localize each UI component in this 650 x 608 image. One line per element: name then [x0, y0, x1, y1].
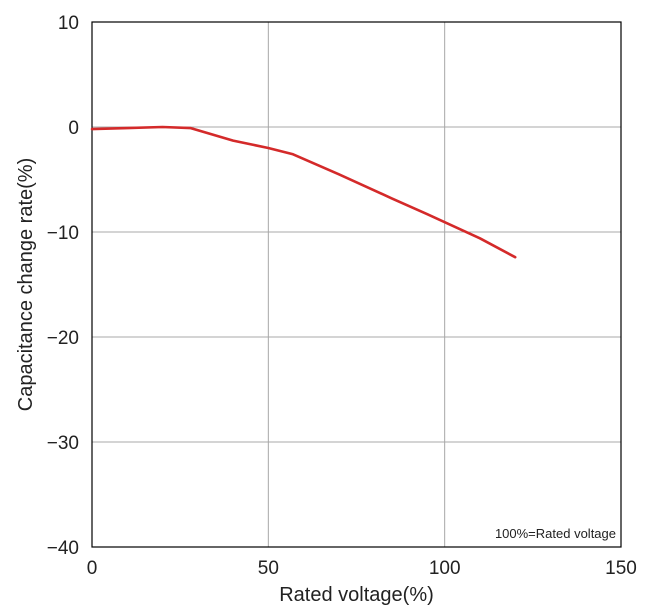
data-series-line — [90, 125, 517, 259]
x-tick-label: 150 — [605, 558, 637, 579]
y-tick-label: −30 — [47, 433, 79, 454]
plot-frame — [91, 21, 622, 548]
y-tick-labels: 10 0 −10 −20 −30 −40 — [47, 13, 79, 559]
grid — [92, 22, 621, 547]
x-tick-label: 50 — [258, 558, 279, 579]
x-tick-label: 100 — [429, 558, 461, 579]
y-tick-label: −10 — [47, 223, 79, 244]
y-axis-title: Capacitance change rate(%) — [15, 158, 37, 411]
y-tick-label: 0 — [68, 118, 79, 139]
x-tick-labels: 0 50 100 150 — [87, 558, 637, 579]
rated-voltage-note: 100%=Rated voltage — [495, 526, 616, 541]
y-tick-label: −40 — [47, 538, 79, 559]
y-tick-label: 10 — [58, 13, 79, 34]
series-layer — [90, 125, 517, 259]
y-tick-label: −20 — [47, 328, 79, 349]
x-axis-title: Rated voltage(%) — [279, 584, 434, 606]
x-tick-label: 0 — [87, 558, 98, 579]
